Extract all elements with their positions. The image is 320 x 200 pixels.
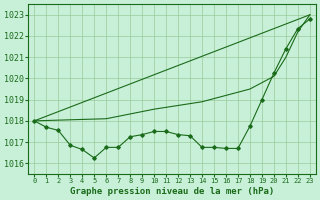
X-axis label: Graphe pression niveau de la mer (hPa): Graphe pression niveau de la mer (hPa) (70, 187, 274, 196)
